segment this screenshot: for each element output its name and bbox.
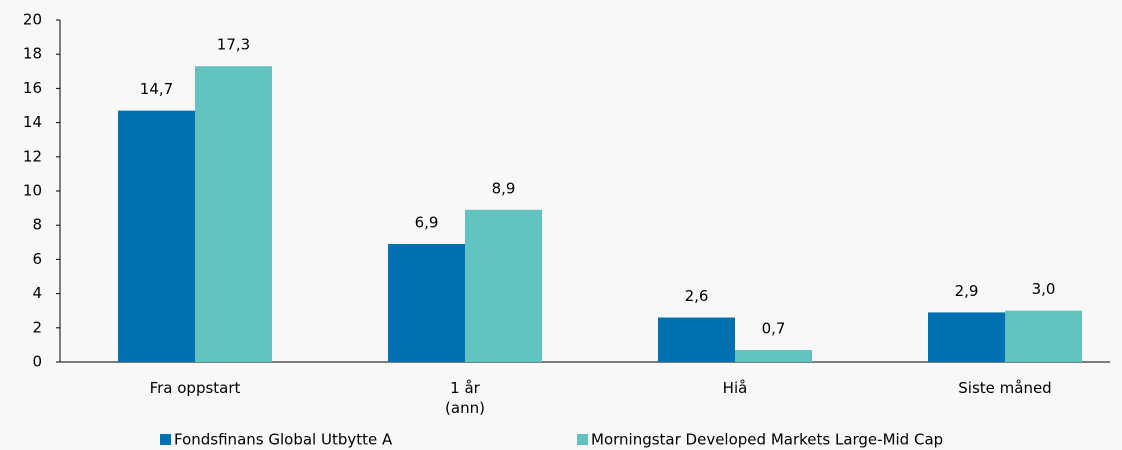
legend-swatch [577, 434, 588, 445]
value-label: 3,0 [1032, 280, 1056, 298]
value-label: 17,3 [217, 36, 250, 54]
value-label: 6,9 [415, 214, 439, 232]
bar [195, 66, 272, 363]
bar [735, 350, 812, 362]
y-tick-label: 18 [23, 45, 42, 63]
bar [388, 244, 465, 362]
x-tick-label: 1 år (ann) [445, 379, 485, 417]
y-tick-label: 6 [32, 250, 42, 268]
y-tick-label: 0 [32, 353, 42, 371]
y-tick-label: 8 [32, 216, 42, 234]
value-label: 8,9 [492, 179, 516, 197]
value-label: 2,6 [685, 287, 709, 305]
bar [118, 110, 195, 362]
value-label: 2,9 [955, 282, 979, 300]
value-label: 14,7 [140, 80, 173, 98]
y-tick-label: 14 [23, 113, 42, 131]
x-tick-label: Fra oppstart [150, 379, 241, 397]
y-tick-label: 12 [23, 147, 42, 165]
bar [465, 209, 542, 362]
y-tick-label: 10 [23, 182, 42, 200]
legend-label: Morningstar Developed Markets Large-Mid … [591, 431, 943, 449]
y-tick-label: 4 [32, 284, 42, 302]
bar [928, 312, 1005, 362]
legend-label: Fondsfinans Global Utbytte A [174, 431, 393, 449]
y-tick-label: 16 [23, 79, 42, 97]
value-label: 0,7 [762, 320, 786, 338]
x-tick-label: Hiå [723, 379, 748, 397]
y-tick-label: 20 [23, 11, 42, 29]
bar [658, 317, 735, 362]
legend-swatch [160, 434, 171, 445]
y-tick-label: 2 [32, 318, 42, 336]
x-tick-label: Siste måned [958, 379, 1051, 397]
bar [1005, 310, 1082, 362]
